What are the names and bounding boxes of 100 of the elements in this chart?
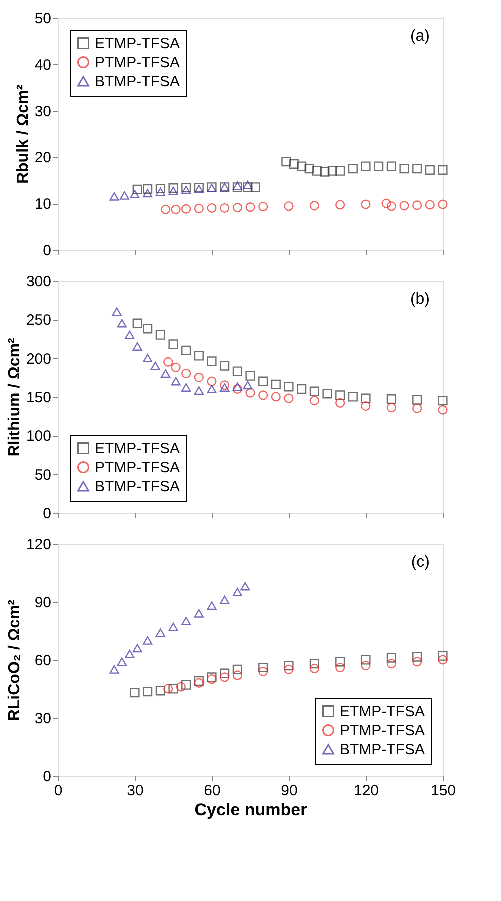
point xyxy=(386,162,396,172)
point xyxy=(438,165,448,175)
point xyxy=(336,662,346,673)
point xyxy=(412,657,422,667)
point xyxy=(182,186,192,194)
point xyxy=(322,389,332,399)
point xyxy=(232,664,242,674)
y-tick-label: 0 xyxy=(43,768,52,786)
point xyxy=(361,655,371,665)
point xyxy=(194,204,204,214)
point xyxy=(438,396,448,406)
legend-label: BTMP-TFSA xyxy=(95,478,180,496)
y-tick-label: 250 xyxy=(26,312,52,330)
point xyxy=(386,403,396,413)
point xyxy=(282,157,292,167)
point xyxy=(425,200,435,210)
legend-label: BTMP-TFSA xyxy=(95,74,180,90)
point xyxy=(400,201,410,211)
point xyxy=(125,330,135,340)
point xyxy=(271,380,281,390)
point xyxy=(112,308,122,316)
y-tick-label: 100 xyxy=(26,428,52,446)
legend-label: BTMP-TFSA xyxy=(340,742,425,758)
point xyxy=(207,385,217,394)
point xyxy=(220,361,230,371)
x-tick-label: 0 xyxy=(54,782,63,800)
point xyxy=(412,164,422,174)
point xyxy=(243,381,253,390)
point xyxy=(132,318,142,328)
x-tick-label: 150 xyxy=(430,782,456,800)
point xyxy=(143,354,153,363)
point xyxy=(207,356,217,366)
point xyxy=(232,670,242,680)
point xyxy=(220,596,230,604)
point xyxy=(284,661,294,671)
point xyxy=(425,165,435,175)
point xyxy=(161,370,171,378)
point xyxy=(168,186,178,196)
point xyxy=(171,377,181,386)
point xyxy=(250,182,260,192)
point xyxy=(304,164,314,174)
point xyxy=(232,588,242,597)
legend-label: PTMP-TFSA xyxy=(95,460,180,476)
point xyxy=(182,204,192,214)
point xyxy=(246,371,256,381)
point xyxy=(156,184,166,194)
point xyxy=(320,167,330,177)
x-tick-label: 120 xyxy=(354,782,380,800)
x-axis-title: Cycle number xyxy=(194,800,308,820)
point xyxy=(297,384,307,394)
point xyxy=(220,672,230,682)
point xyxy=(284,664,294,674)
point xyxy=(386,659,396,669)
point xyxy=(207,203,217,214)
point xyxy=(164,357,174,367)
point xyxy=(258,376,268,386)
point xyxy=(171,362,181,372)
y-tick-label: 0 xyxy=(43,242,52,260)
y-tick-label: 40 xyxy=(34,56,52,74)
y-tick-label: 10 xyxy=(34,196,52,214)
point xyxy=(130,688,140,698)
point xyxy=(143,636,153,645)
y-tick-label: 120 xyxy=(26,536,52,554)
point xyxy=(412,200,422,210)
point xyxy=(348,164,358,174)
point xyxy=(182,680,192,690)
point xyxy=(240,582,250,591)
point xyxy=(182,346,192,356)
point xyxy=(412,404,422,414)
legend-label: ETMP-TFSA xyxy=(95,440,180,458)
y-tick-label: 20 xyxy=(34,150,52,167)
point xyxy=(382,198,392,208)
point xyxy=(143,687,153,697)
point xyxy=(243,180,253,190)
point xyxy=(232,203,242,213)
point xyxy=(271,392,281,402)
point xyxy=(182,369,192,379)
point xyxy=(438,651,448,661)
point xyxy=(220,203,230,214)
point xyxy=(297,162,307,172)
point xyxy=(207,376,217,386)
point xyxy=(412,652,422,662)
point xyxy=(400,164,410,174)
point xyxy=(348,392,358,402)
y-tick-label: 30 xyxy=(34,103,52,120)
point xyxy=(120,191,130,200)
point xyxy=(336,166,346,176)
point xyxy=(412,395,422,405)
point xyxy=(258,390,268,400)
point xyxy=(336,398,346,408)
point xyxy=(168,684,178,694)
point xyxy=(143,184,153,194)
y-tick-label: 60 xyxy=(34,652,52,670)
x-tick-label: 90 xyxy=(281,782,298,800)
point xyxy=(156,330,166,340)
point xyxy=(438,655,448,665)
point xyxy=(132,644,142,653)
legend-label: ETMP-TFSA xyxy=(340,704,425,720)
point xyxy=(110,665,120,674)
point xyxy=(310,659,320,669)
